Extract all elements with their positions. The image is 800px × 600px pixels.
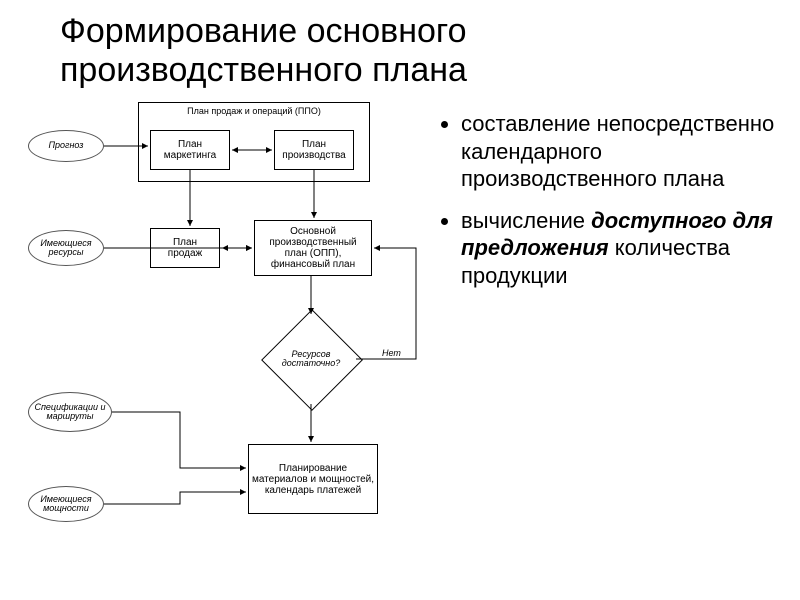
node-opp: Основной производственный план (ОПП), фи… (254, 220, 372, 276)
bullet-item: вычисление доступного для предложения ко… (461, 207, 775, 290)
bullet-item: составление непосредственно календарного… (461, 110, 775, 193)
bullet-list: составление непосредственно календарного… (435, 110, 775, 303)
node-resources: Имеющиеся ресурсы (28, 230, 104, 266)
group-label: План продаж и операций (ППО) (143, 106, 365, 116)
node-planning: Планирование материалов и мощностей, кал… (248, 444, 378, 514)
node-forecast: Прогноз (28, 130, 104, 162)
node-production: План производства (274, 130, 354, 170)
flowchart: План продаж и операций (ППО) План маркет… (20, 100, 430, 590)
node-sales: План продаж (150, 228, 220, 268)
decision-text: Ресурсов достаточно? (268, 324, 354, 394)
slide: Формирование основного производственного… (0, 0, 800, 600)
bullet-text: составление непосредственно календарного… (461, 111, 774, 191)
node-marketing: План маркетинга (150, 130, 230, 170)
edge-label-no: Нет (382, 348, 401, 358)
bullet-text: вычисление (461, 208, 591, 233)
node-capacity: Имеющиеся мощности (28, 486, 104, 522)
node-decision: Ресурсов достаточно? (276, 324, 346, 394)
page-title: Формирование основного производственного… (60, 12, 760, 90)
node-specs: Спецификации и маршруты (28, 392, 112, 432)
